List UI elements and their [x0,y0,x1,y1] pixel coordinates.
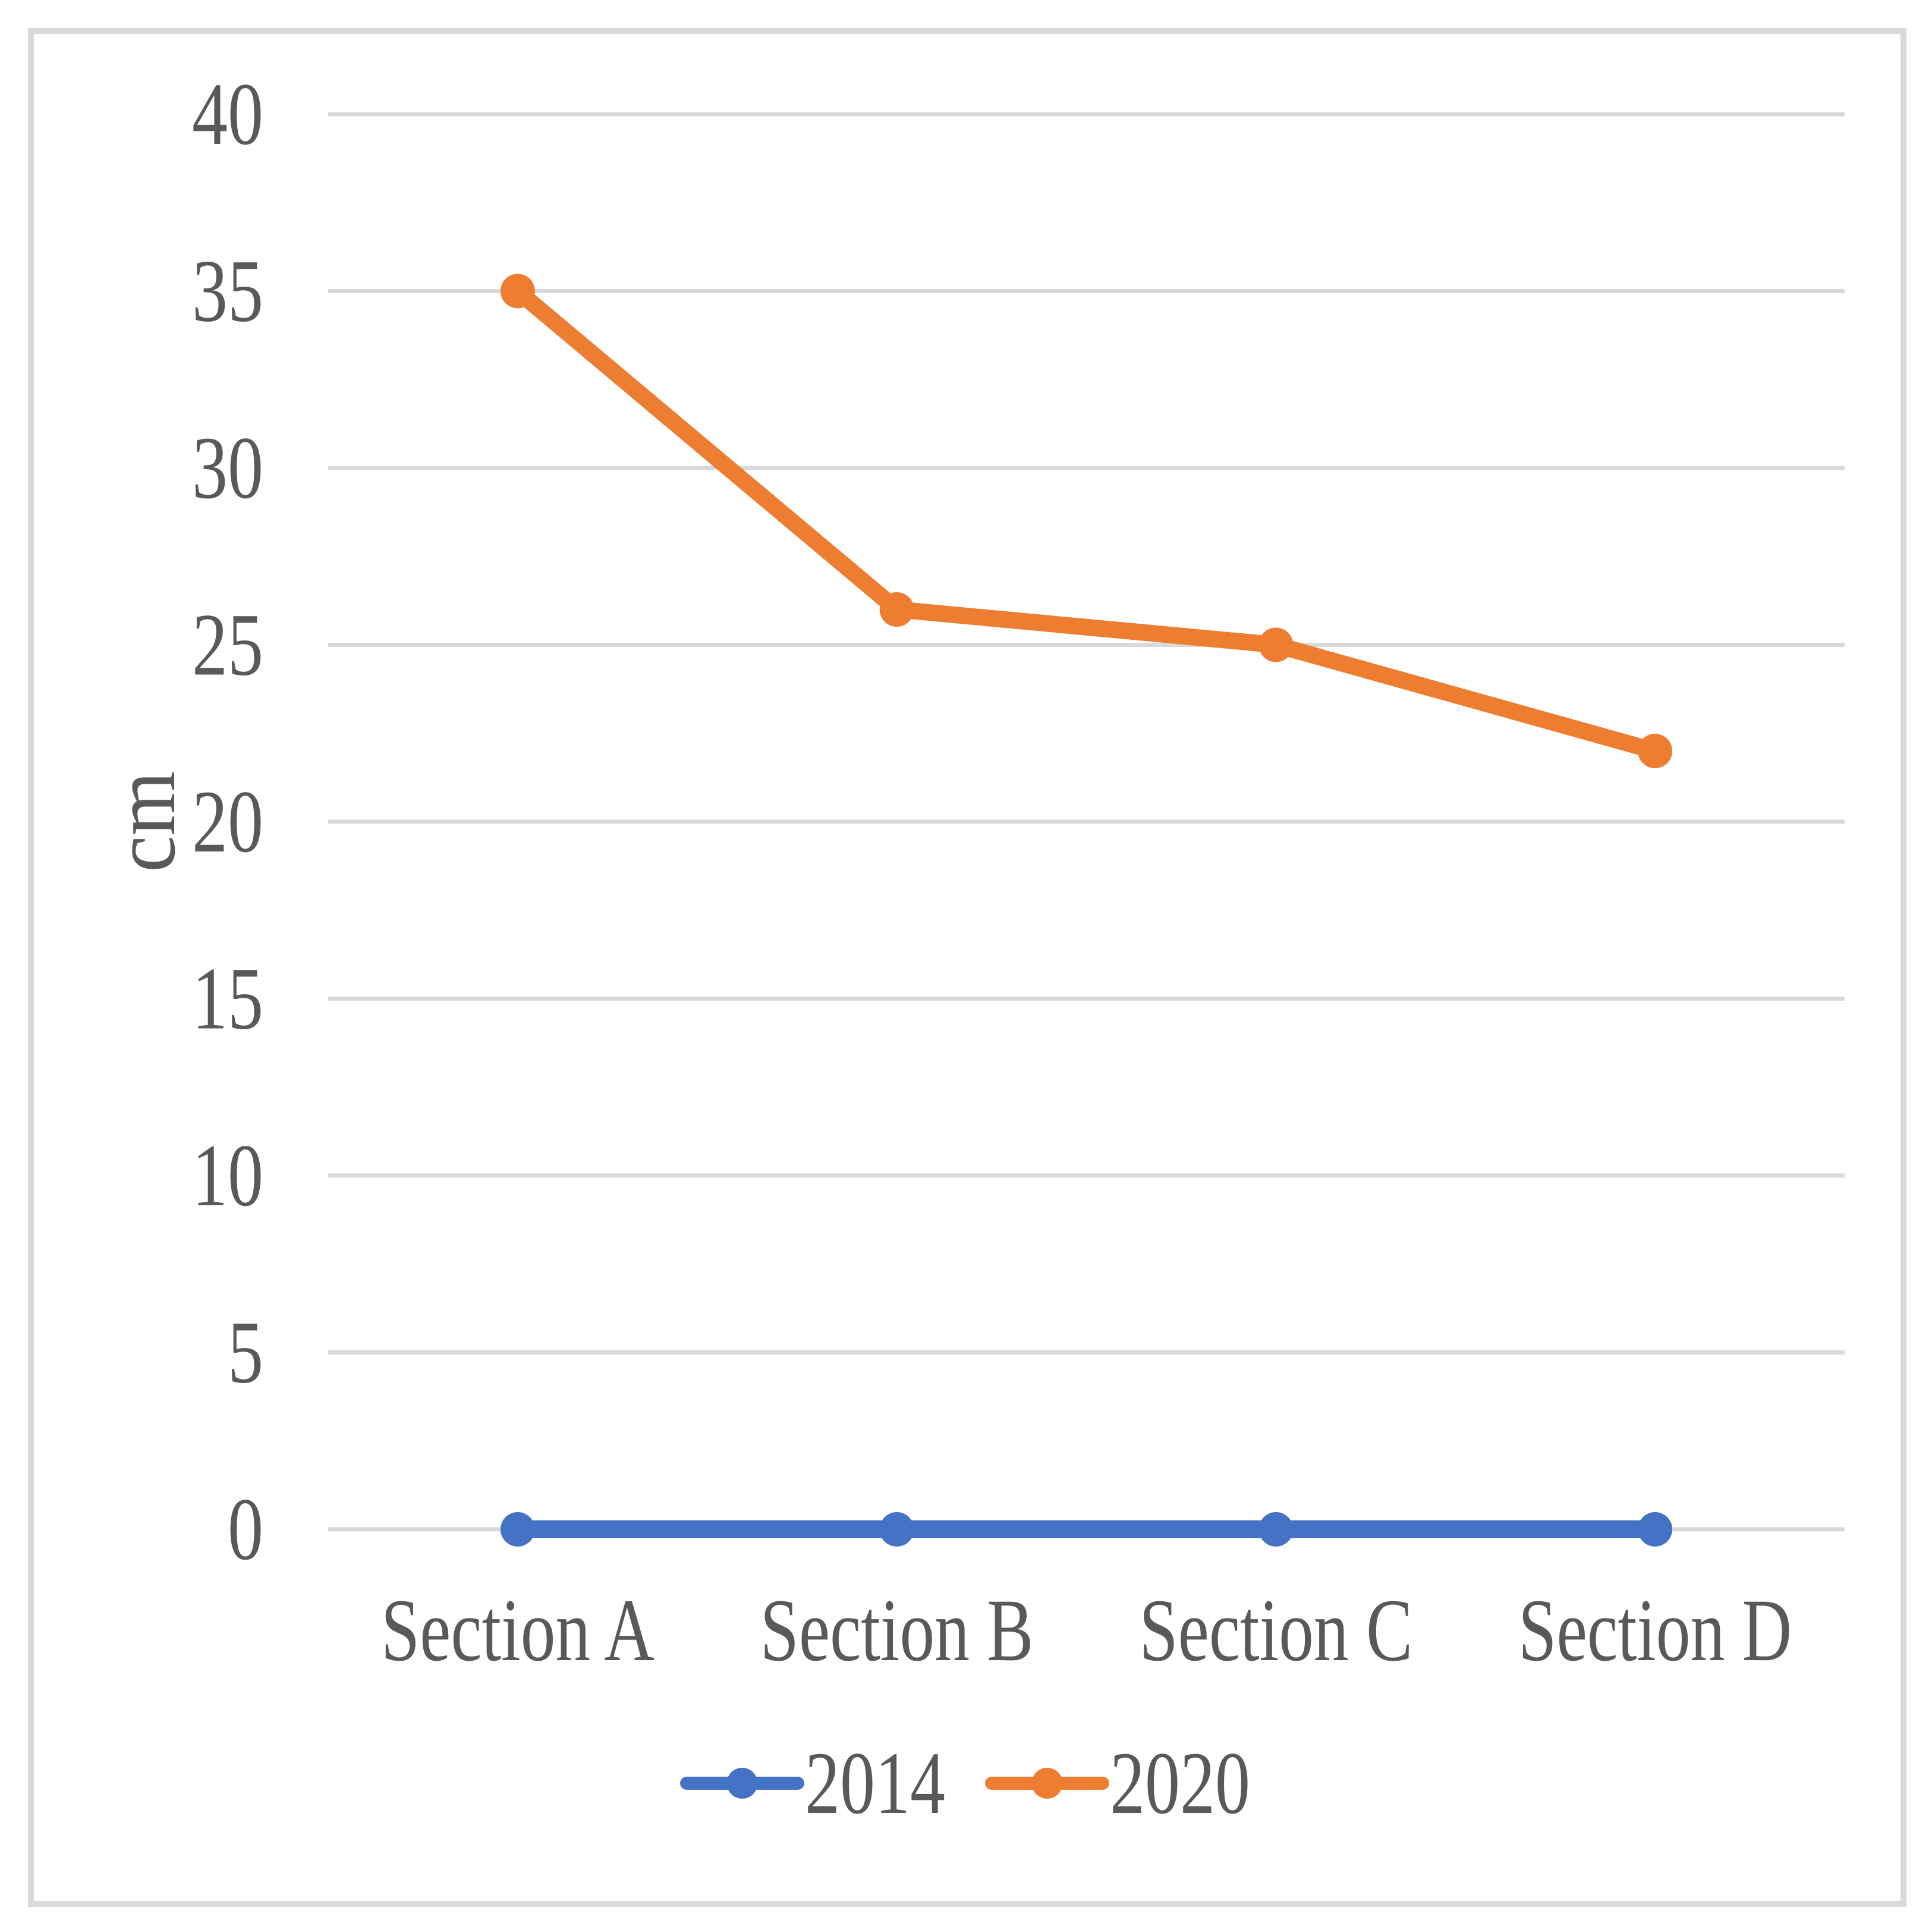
legend-item-2020: 2020 [985,1734,1250,1833]
legend-label: 2020 [1110,1734,1250,1833]
y-axis-tick-label: 15 [192,950,263,1048]
y-axis-tick-label: 20 [192,772,263,871]
data-point-marker-2020 [1638,734,1673,768]
y-axis-tick-label: 0 [228,1480,263,1579]
data-point-marker-2014 [1258,1512,1294,1547]
axis-labels-layer: 0 5 10 15 20 25 30 35 40 Section A Section B Sectio… [192,65,1792,1680]
legend-item-2014: 2014 [680,1734,945,1833]
x-axis-category-label: Section B [760,1581,1034,1680]
data-point-marker-2014 [879,1512,914,1547]
legend-label: 2014 [805,1734,945,1833]
y-axis-title: cm [95,771,194,872]
y-axis-tick-label: 5 [228,1303,263,1402]
series-line-2020 [509,282,1664,759]
legend-marker-dot [726,1768,758,1799]
data-series-layer [500,274,1673,1547]
chart-border-frame [28,28,1906,1907]
x-axis-category-label: Section C [1139,1581,1412,1680]
legend-marker-dot [1031,1768,1063,1799]
x-axis-category-label: Section A [381,1581,655,1680]
y-axis-tick-label: 35 [192,242,263,341]
y-axis-tick-label: 40 [192,65,263,164]
data-point-marker-2014 [1638,1512,1673,1547]
data-point-marker-2020 [879,592,914,627]
data-point-marker-2014 [500,1512,535,1547]
data-point-marker-2020 [500,274,535,309]
legend: 2014 2020 [680,1734,1250,1833]
y-axis-tick-label: 25 [192,596,263,694]
data-point-marker-2020 [1258,627,1294,662]
y-axis-tick-label: 10 [192,1126,263,1225]
x-axis-category-label: Section D [1518,1581,1792,1680]
y-axis-tick-label: 30 [192,419,263,517]
